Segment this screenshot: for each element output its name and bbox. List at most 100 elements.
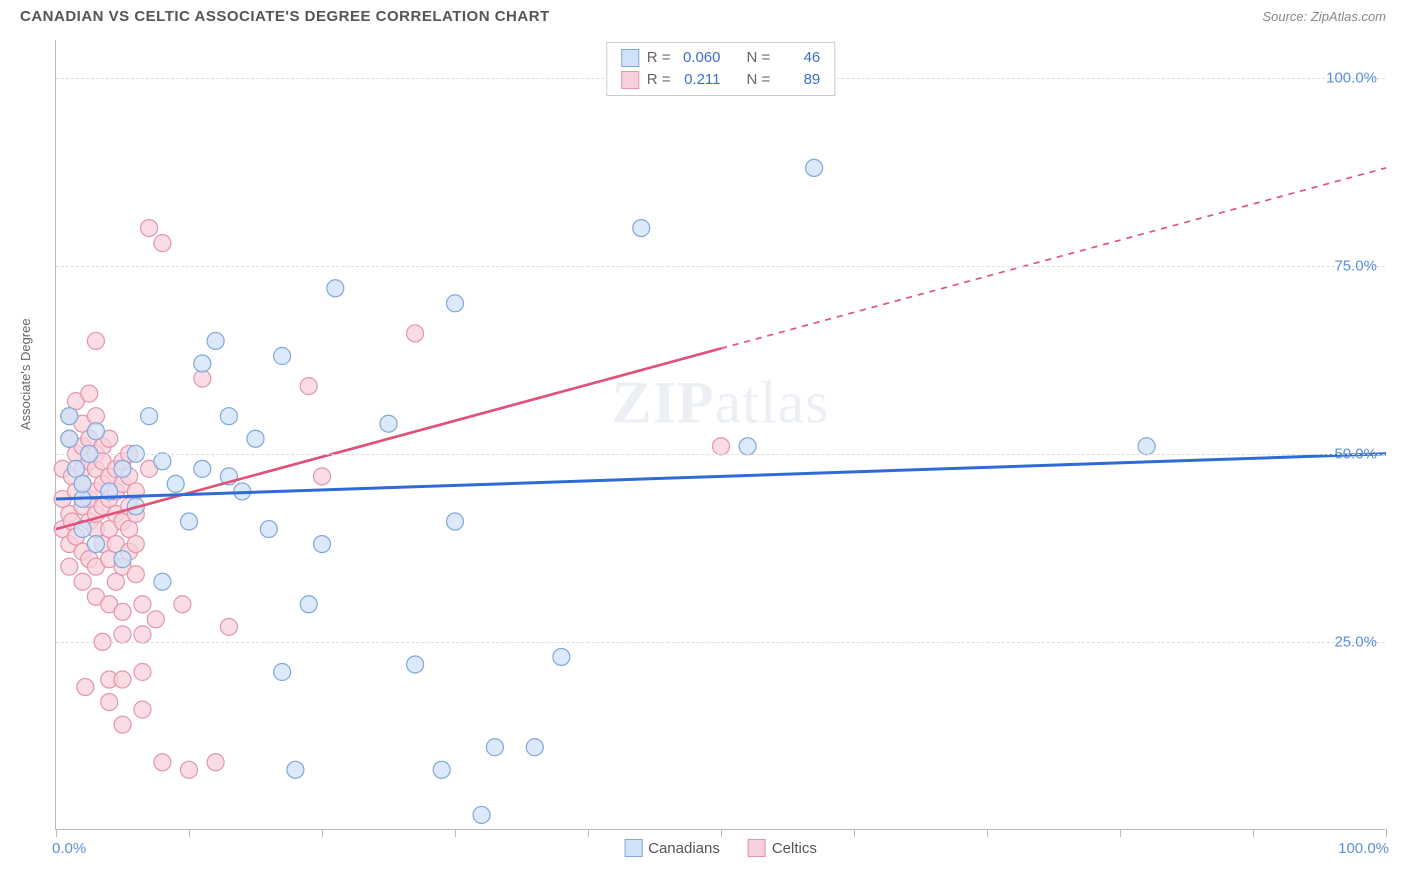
celtics-point [81, 385, 98, 402]
gridline [56, 642, 1385, 643]
canadians-point [486, 739, 503, 756]
stat-box: R = 0.060 N = 46 R = 0.211 N = 89 [606, 42, 836, 96]
x-axis-min-label: 0.0% [52, 840, 86, 857]
stat-n-label2: N = [747, 69, 771, 91]
canadians-point [154, 573, 171, 590]
swatch-blue-icon [621, 49, 639, 67]
trend-line [56, 348, 721, 529]
celtics-point [77, 679, 94, 696]
canadians-point [447, 295, 464, 312]
canadians-point [327, 280, 344, 297]
y-tick-label: 50.0% [1334, 445, 1377, 462]
gridline [56, 454, 1385, 455]
y-axis-label: Associate's Degree [18, 318, 33, 430]
canadians-point [274, 348, 291, 365]
celtics-point [181, 761, 198, 778]
canadians-point [553, 648, 570, 665]
x-tick [1253, 829, 1254, 837]
canadians-point [739, 438, 756, 455]
celtics-point [154, 235, 171, 252]
canadians-point [433, 761, 450, 778]
celtics-point [207, 754, 224, 771]
celtics-point [114, 671, 131, 688]
trend-line-dashed [721, 168, 1386, 349]
canadians-point [287, 761, 304, 778]
stat-row-celtics: R = 0.211 N = 89 [621, 69, 821, 91]
canadians-point [633, 220, 650, 237]
plot-svg [56, 40, 1385, 829]
legend-label-celtics: Celtics [772, 840, 817, 857]
chart-title: CANADIAN VS CELTIC ASSOCIATE'S DEGREE CO… [20, 8, 550, 25]
celtics-point [134, 701, 151, 718]
x-tick [721, 829, 722, 837]
stat-r-canadians: 0.060 [679, 47, 721, 69]
chart-source: Source: ZipAtlas.com [1262, 9, 1386, 24]
legend: Canadians Celtics [624, 839, 817, 857]
legend-swatch-blue-icon [624, 839, 642, 857]
chart-header: CANADIAN VS CELTIC ASSOCIATE'S DEGREE CO… [0, 0, 1406, 29]
gridline [56, 266, 1385, 267]
y-tick-label: 25.0% [1334, 633, 1377, 650]
celtics-point [147, 611, 164, 628]
celtics-point [713, 438, 730, 455]
canadians-point [1138, 438, 1155, 455]
x-tick [189, 829, 190, 837]
celtics-point [107, 573, 124, 590]
canadians-point [207, 332, 224, 349]
celtics-point [114, 626, 131, 643]
canadians-point [806, 159, 823, 176]
celtics-point [114, 603, 131, 620]
stat-r-label2: R = [647, 69, 671, 91]
celtics-point [174, 596, 191, 613]
canadians-point [114, 551, 131, 568]
x-tick [854, 829, 855, 837]
celtics-point [87, 332, 104, 349]
canadians-point [167, 475, 184, 492]
canadians-point [526, 739, 543, 756]
celtics-point [407, 325, 424, 342]
canadians-point [274, 664, 291, 681]
celtics-point [74, 573, 91, 590]
celtics-point [134, 596, 151, 613]
swatch-pink-icon [621, 71, 639, 89]
celtics-point [220, 618, 237, 635]
x-tick [1120, 829, 1121, 837]
y-tick-label: 75.0% [1334, 257, 1377, 274]
y-tick-label: 100.0% [1326, 69, 1377, 86]
stat-n-label: N = [747, 47, 771, 69]
x-tick [56, 829, 57, 837]
celtics-point [114, 716, 131, 733]
canadians-point [181, 513, 198, 530]
canadians-point [141, 408, 158, 425]
canadians-point [114, 460, 131, 477]
stat-r-celtics: 0.211 [679, 69, 721, 91]
celtics-point [127, 536, 144, 553]
x-tick [1386, 829, 1387, 837]
canadians-point [67, 460, 84, 477]
plot-area: ZIPatlas R = 0.060 N = 46 R = 0.211 N = … [55, 40, 1385, 830]
canadians-point [247, 430, 264, 447]
canadians-point [260, 521, 277, 538]
canadians-point [473, 806, 490, 823]
canadians-point [87, 423, 104, 440]
legend-celtics: Celtics [748, 839, 817, 857]
legend-swatch-pink-icon [748, 839, 766, 857]
x-tick [987, 829, 988, 837]
stat-r-label: R = [647, 47, 671, 69]
trend-line [56, 454, 1386, 499]
canadians-point [300, 596, 317, 613]
canadians-point [447, 513, 464, 530]
celtics-point [134, 664, 151, 681]
celtics-point [121, 521, 138, 538]
stat-row-canadians: R = 0.060 N = 46 [621, 47, 821, 69]
celtics-point [134, 626, 151, 643]
celtics-point [141, 220, 158, 237]
canadians-point [407, 656, 424, 673]
celtics-point [154, 754, 171, 771]
celtics-point [314, 468, 331, 485]
celtics-point [300, 378, 317, 395]
stat-n-canadians: 46 [778, 47, 820, 69]
canadians-point [61, 408, 78, 425]
x-tick [588, 829, 589, 837]
canadians-point [314, 536, 331, 553]
